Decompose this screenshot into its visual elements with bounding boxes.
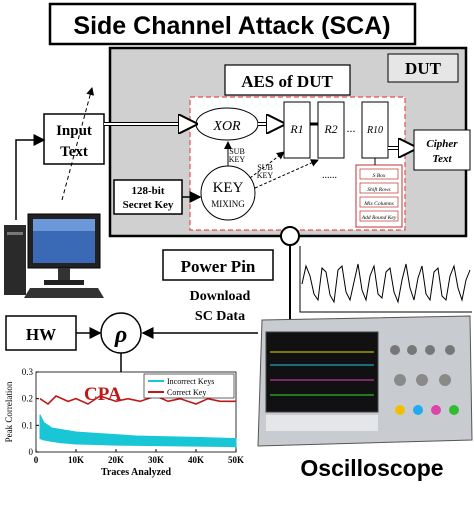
op-sbox: S Box (373, 173, 386, 179)
x-tick-label: 30K (148, 455, 164, 465)
aes-title: AES of DUT (241, 72, 333, 91)
round-r10 (361, 101, 389, 159)
mixing-label: MIXING (211, 199, 245, 209)
series-incorrect-keys (39, 414, 237, 448)
input-text-line-1: Input (56, 123, 92, 139)
y-tick-label: 0 (29, 447, 34, 457)
sub-key-label-1a: SUB (229, 147, 245, 156)
y-axis-label: Peak Correlation (4, 381, 14, 442)
oscilloscope-icon (257, 315, 473, 447)
dut-label-box (387, 53, 459, 83)
cipher-text-line-1: Cipher (426, 138, 458, 150)
x-tick-label: 0 (34, 455, 39, 465)
cpa-label: CPA (84, 384, 122, 405)
secret-key-box (113, 179, 183, 215)
page-title: Side Channel Attack (SCA) (73, 12, 390, 40)
op-mix-columns: Mix Columns (363, 201, 394, 207)
aes-title-box (224, 64, 351, 96)
key-label: KEY (213, 180, 244, 196)
sub-key-label-2a: SUB (257, 163, 273, 172)
y-tick-label: 0.2 (22, 394, 33, 404)
op-shift-rows: Shift Rows (367, 186, 390, 193)
x-tick-label: 20K (108, 455, 124, 465)
op-add-round-key: Add Round Key (361, 215, 397, 221)
y-tick-label: 0.1 (22, 420, 33, 430)
download-line-2: SC Data (195, 309, 245, 324)
power-trace-axes (299, 246, 472, 313)
hw-label: HW (26, 325, 56, 344)
x-tick-label: 40K (188, 455, 204, 465)
hw-box (5, 315, 77, 351)
x-tick-label: 50K (228, 455, 244, 465)
download-line-1: Download (190, 289, 251, 304)
sub-key-label-2b: KEY (257, 171, 274, 180)
round-r2 (317, 101, 345, 159)
cipher-text-box (413, 129, 471, 171)
sub-key-label-1b: KEY (229, 155, 246, 164)
x-axis-label: Traces Analyzed (101, 467, 172, 478)
series-correct-key (39, 395, 236, 406)
computer-icon (4, 213, 104, 298)
legend-label-incorrect: Incorrect Keys (167, 377, 214, 386)
secret-key-line-1: 128-bit (132, 185, 165, 197)
round-ellipsis: ... (347, 121, 356, 135)
title-box (48, 2, 417, 46)
rho-label: ρ (114, 322, 127, 348)
power-pin-node (280, 226, 300, 246)
dut-label: DUT (405, 59, 442, 78)
dotted-label: ...... (322, 170, 337, 181)
oscilloscope-label: Oscilloscope (300, 455, 443, 481)
round-r10-label: R10 (366, 125, 383, 136)
power-pin-label: Power Pin (181, 257, 256, 276)
y-tick-label: 0.3 (22, 367, 34, 377)
input-text-line-2: Text (60, 144, 88, 160)
round-r2-label: R2 (323, 122, 337, 136)
xor-label: XOR (212, 119, 241, 134)
legend-box (143, 373, 235, 399)
power-pin-box (162, 249, 274, 281)
x-tick-label: 10K (68, 455, 84, 465)
power-trace (301, 263, 471, 304)
secret-key-line-2: Secret Key (123, 199, 174, 211)
cipher-text-line-2: Text (432, 153, 452, 165)
round-r1 (283, 101, 311, 159)
round-r1-label: R1 (289, 122, 303, 136)
cpa-chart: 0 10K 20K 30K 40K 50K 0 0.1 0.2 0.3 Traces Analyze… (4, 367, 244, 478)
legend-label-correct: Correct Key (167, 388, 206, 397)
